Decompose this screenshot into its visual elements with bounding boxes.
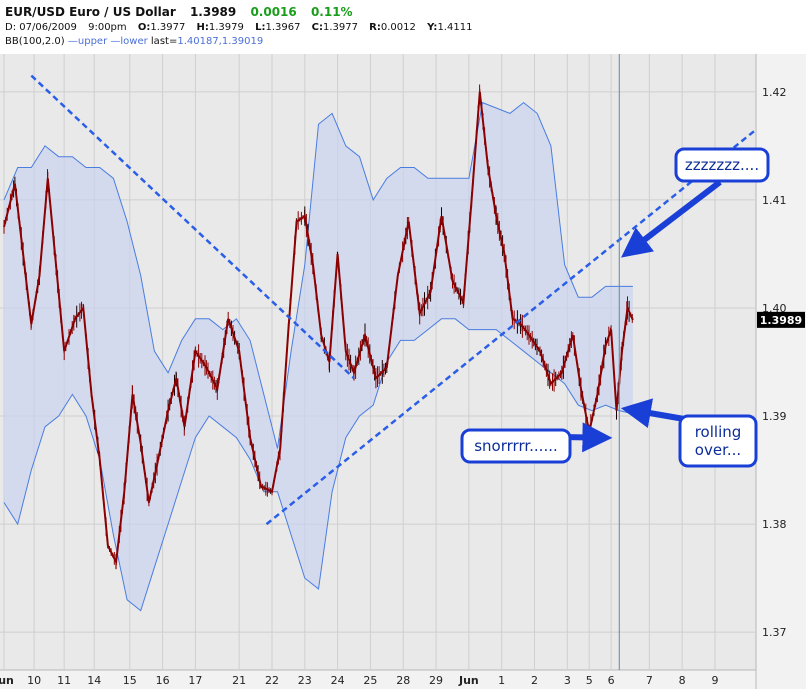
symbol-title-line: EUR/USD Euro / US Dollar 1.3989 0.0016 0… (5, 5, 353, 19)
indicator-last-label: last= (150, 36, 178, 47)
symbol-name: EUR/USD Euro / US Dollar (5, 5, 176, 19)
x-tick-label: 22 (265, 674, 279, 687)
open-value: 1.3977 (150, 22, 186, 33)
x-tick-label: Jun (458, 674, 479, 687)
plot-background (0, 54, 756, 670)
x-tick-label: 21 (232, 674, 246, 687)
low-value: 1.3967 (265, 22, 301, 33)
x-tick-label: 8 (679, 674, 686, 687)
x-tick-label: 6 (608, 674, 615, 687)
close-value: 1.3977 (322, 22, 358, 33)
price-line (3, 91, 634, 566)
zzz-callout (674, 147, 770, 183)
current-price-tag (757, 311, 805, 328)
y-value: 1.4111 (437, 22, 473, 33)
high-label: H: (196, 22, 209, 33)
last-price: 1.3989 (189, 5, 237, 19)
uptrend-trendline[interactable] (265, 128, 757, 526)
x-tick-label: 15 (123, 674, 137, 687)
x-axis-panel (0, 670, 756, 689)
date-label: D: (5, 22, 17, 33)
bollinger-upper-line (3, 101, 633, 449)
indicator-last-values: 1.40187,1.39019 (177, 36, 264, 47)
indicator-lower-label: lower (120, 36, 148, 47)
snore-callout (460, 428, 572, 464)
rolling-over-text: rolling (695, 423, 742, 441)
y-label: Y: (427, 22, 438, 33)
y-tick-label: 1.40 (762, 302, 787, 315)
x-tick-label: 7 (646, 674, 653, 687)
x-tick-label: 11 (57, 674, 71, 687)
x-tick-label: 25 (363, 674, 377, 687)
y-tick-label: 1.38 (762, 518, 787, 531)
y-tick-label: 1.37 (762, 626, 787, 639)
close-label: C: (311, 22, 323, 33)
range-value: 0.0012 (380, 22, 416, 33)
range-label: R: (369, 22, 381, 33)
bollinger-lower-line (3, 318, 634, 612)
bollinger-band-fill (4, 102, 633, 611)
x-tick-label: Jun (0, 674, 14, 687)
price-change: 0.0016 (250, 5, 297, 19)
x-tick-label: 1 (498, 674, 505, 687)
x-tick-label: 9 (711, 674, 718, 687)
snore-text: snorrrrr...... (474, 437, 558, 455)
downtrend-trendline[interactable] (30, 74, 355, 380)
rolling-over-callout (678, 414, 758, 468)
open-label: O: (137, 22, 151, 33)
y-axis-panel (756, 54, 806, 689)
chart-header: EUR/USD Euro / US Dollar 1.3989 0.0016 0… (0, 0, 806, 54)
high-value: 1.3979 (208, 22, 244, 33)
annotation-arrow (620, 398, 691, 428)
indicator-upper-label: upper (77, 36, 108, 47)
low-label: L: (255, 22, 266, 33)
annotation-arrow (621, 179, 722, 258)
date-value: 07/06/2009 (19, 22, 77, 33)
x-tick-label: 5 (586, 674, 593, 687)
y-tick-label: 1.42 (762, 86, 787, 99)
y-tick-label: 1.39 (762, 410, 787, 423)
price-change-pct: 0.11% (310, 5, 353, 19)
annotation-arrow (561, 422, 613, 453)
x-tick-label: 29 (429, 674, 443, 687)
x-tick-label: 10 (27, 674, 41, 687)
indicator-line: BB(100,2.0) —upper —lower last=1.40187,1… (5, 36, 264, 47)
x-tick-label: 16 (156, 674, 170, 687)
rolling-over-text: over... (695, 441, 741, 459)
x-tick-label: 28 (396, 674, 410, 687)
x-tick-label: 17 (188, 674, 202, 687)
x-tick-label: 23 (298, 674, 312, 687)
current-price-label: 1.3989 (760, 314, 802, 327)
x-tick-label: 3 (564, 674, 571, 687)
zzz-text: zzzzzzz.... (685, 156, 759, 174)
ohlc-line: D: 07/06/2009 9:00pm O:1.3977 H:1.3979 L… (5, 22, 472, 33)
x-tick-label: 2 (531, 674, 538, 687)
y-tick-label: 1.41 (762, 194, 787, 207)
time-value: 9:00pm (88, 22, 127, 33)
x-tick-label: 14 (87, 674, 101, 687)
x-tick-label: 24 (331, 674, 345, 687)
indicator-name: BB(100,2.0) (5, 36, 65, 47)
